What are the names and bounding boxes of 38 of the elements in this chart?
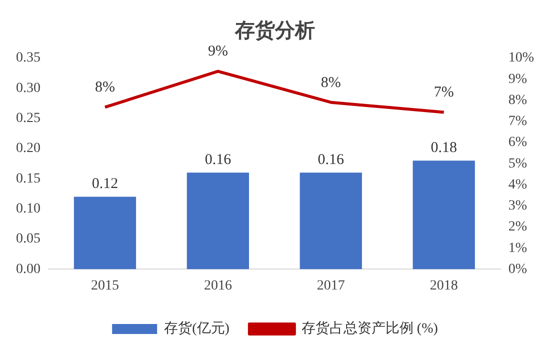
data-label: 9% (208, 44, 228, 60)
y-tick-label: 0.10 (16, 202, 40, 217)
x-tick-label: 2015 (90, 278, 119, 294)
y-tick-label: 0.05 (16, 232, 40, 247)
y2-tick-label: 3% (508, 198, 528, 214)
legend-label: 存货占总资产比例 (%) (301, 320, 438, 337)
data-label: 0.12 (92, 176, 118, 192)
y-tick-label: 0.30 (16, 80, 40, 96)
y2-tick-label: 9% (508, 72, 528, 87)
data-label: 8% (94, 80, 115, 96)
y2-tick-label: 8% (508, 92, 528, 108)
chart-title: 存货分析 (234, 20, 315, 42)
y-tick-label: 0.20 (16, 141, 40, 156)
y-tick-label: 0.35 (16, 50, 40, 66)
y2-tick-label: 4% (508, 177, 528, 192)
data-label: 0.16 (318, 152, 345, 168)
x-tick-label: 2016 (204, 278, 232, 294)
y2-tick-label: 10% (508, 50, 534, 66)
y-tick-label: 0.15 (16, 171, 40, 186)
bar (186, 172, 250, 270)
y2-tick-label: 7% (508, 114, 528, 130)
y2-tick-label: 6% (508, 135, 528, 150)
data-label: 8% (320, 74, 341, 91)
legend-label: 存货(亿元) (164, 320, 230, 337)
x-tick-label: 2017 (316, 278, 345, 294)
y2-tick-label: 5% (508, 156, 528, 172)
y2-tick-label: 1% (508, 240, 528, 256)
bar (300, 172, 362, 270)
data-label: 7% (434, 84, 454, 101)
y-tick-label: 0.00 (16, 262, 40, 277)
y2-tick-label: 0% (508, 262, 528, 277)
x-tick-label: 2018 (430, 278, 458, 294)
bar (412, 160, 475, 270)
bar (74, 196, 136, 270)
data-label: 0.16 (204, 152, 232, 168)
y-tick-label: 0.25 (16, 111, 40, 126)
data-label: 0.18 (430, 140, 457, 156)
y2-tick-label: 2% (508, 220, 528, 235)
